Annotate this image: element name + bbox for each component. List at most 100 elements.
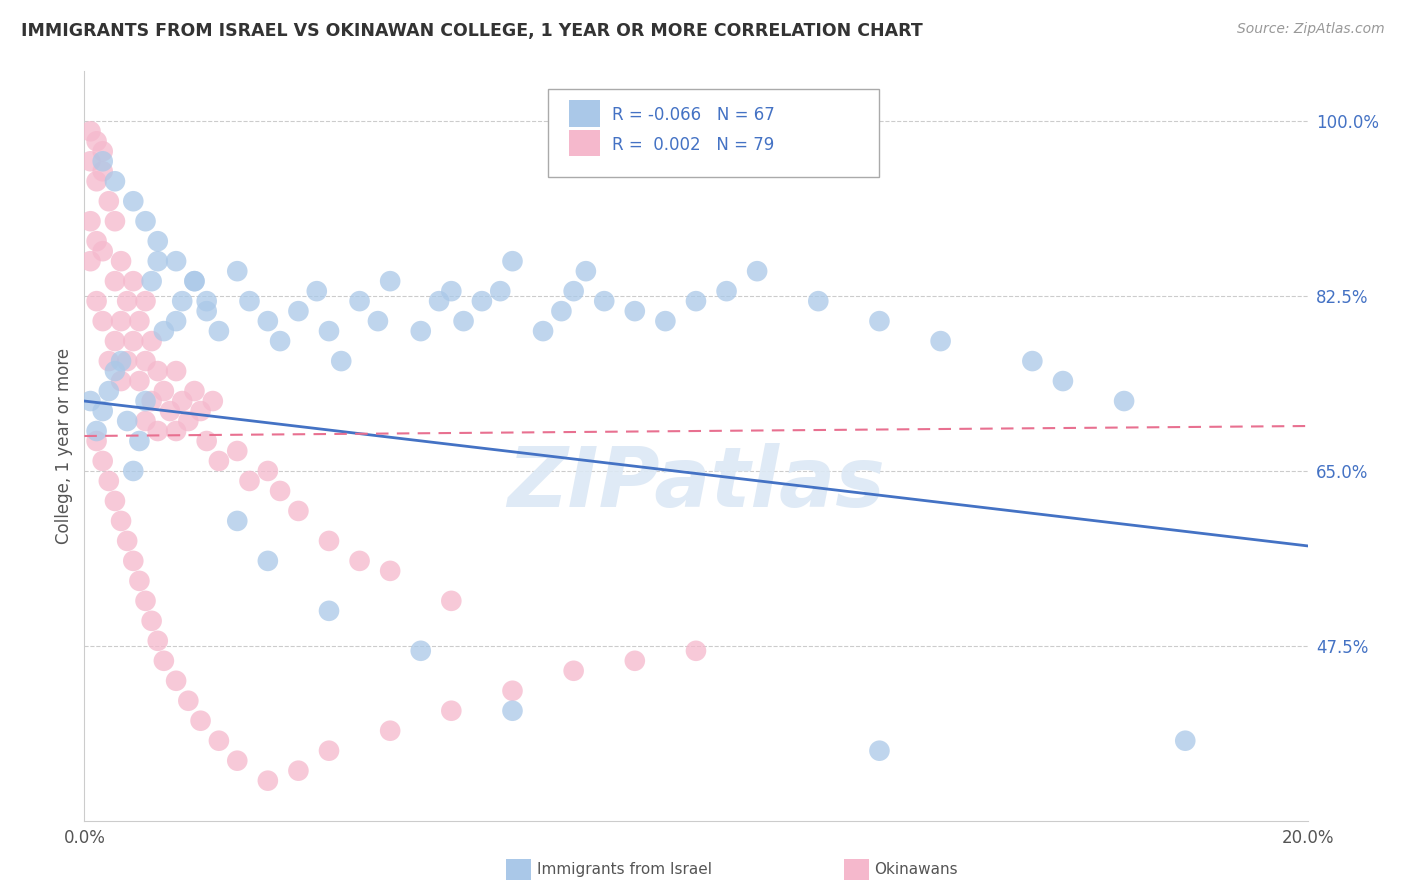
Point bbox=[226, 264, 249, 278]
Point bbox=[380, 723, 402, 738]
Point bbox=[97, 354, 120, 368]
Point bbox=[624, 654, 647, 668]
Point bbox=[86, 174, 108, 188]
Point bbox=[531, 324, 554, 338]
Point bbox=[550, 304, 572, 318]
Point bbox=[97, 194, 120, 209]
Point bbox=[226, 514, 249, 528]
Point bbox=[502, 704, 524, 718]
Point bbox=[128, 314, 150, 328]
Point bbox=[165, 424, 187, 438]
Text: R = -0.066   N = 67: R = -0.066 N = 67 bbox=[612, 106, 775, 124]
Point bbox=[141, 274, 163, 288]
Point bbox=[141, 394, 163, 409]
Point bbox=[183, 384, 205, 398]
Point bbox=[257, 464, 280, 478]
Point bbox=[201, 394, 224, 409]
Point bbox=[122, 554, 145, 568]
Point bbox=[135, 414, 157, 428]
Point bbox=[183, 274, 205, 288]
Point bbox=[110, 514, 132, 528]
Point bbox=[471, 294, 494, 309]
Point bbox=[115, 533, 138, 548]
Point bbox=[146, 234, 169, 248]
Point bbox=[453, 314, 475, 328]
Point bbox=[226, 444, 249, 458]
Point bbox=[104, 174, 127, 188]
Point bbox=[869, 744, 891, 758]
Point bbox=[1052, 374, 1074, 388]
Point bbox=[287, 304, 309, 318]
Point bbox=[195, 434, 218, 448]
Point bbox=[122, 274, 145, 288]
Point bbox=[269, 483, 291, 498]
Point bbox=[115, 414, 138, 428]
Point bbox=[135, 214, 157, 228]
Point bbox=[104, 494, 127, 508]
Point bbox=[141, 614, 163, 628]
Point bbox=[380, 564, 402, 578]
Point bbox=[146, 254, 169, 268]
Point bbox=[562, 664, 585, 678]
Point bbox=[153, 324, 176, 338]
Text: R =  0.002   N = 79: R = 0.002 N = 79 bbox=[612, 136, 773, 153]
Point bbox=[190, 714, 212, 728]
Point bbox=[208, 324, 231, 338]
Point bbox=[172, 294, 194, 309]
Point bbox=[104, 214, 127, 228]
Point bbox=[440, 594, 463, 608]
Point bbox=[135, 394, 157, 409]
Point bbox=[153, 384, 176, 398]
Text: Okinawans: Okinawans bbox=[875, 863, 957, 877]
Point bbox=[190, 404, 212, 418]
Point bbox=[135, 294, 157, 309]
Point bbox=[929, 334, 952, 348]
Point bbox=[128, 374, 150, 388]
Point bbox=[165, 364, 187, 378]
Point bbox=[562, 284, 585, 298]
Point bbox=[716, 284, 738, 298]
Point bbox=[1021, 354, 1043, 368]
Point bbox=[318, 604, 340, 618]
Point bbox=[97, 474, 120, 488]
Point bbox=[122, 194, 145, 209]
Point bbox=[146, 424, 169, 438]
Text: IMMIGRANTS FROM ISRAEL VS OKINAWAN COLLEGE, 1 YEAR OR MORE CORRELATION CHART: IMMIGRANTS FROM ISRAEL VS OKINAWAN COLLE… bbox=[21, 22, 922, 40]
Point bbox=[238, 294, 260, 309]
Point bbox=[91, 404, 114, 418]
Point bbox=[807, 294, 830, 309]
Point bbox=[747, 264, 769, 278]
Point bbox=[367, 314, 389, 328]
Point bbox=[146, 633, 169, 648]
Text: Source: ZipAtlas.com: Source: ZipAtlas.com bbox=[1237, 22, 1385, 37]
Point bbox=[122, 464, 145, 478]
Point bbox=[195, 304, 218, 318]
Point bbox=[165, 673, 187, 688]
Point bbox=[79, 254, 101, 268]
Point bbox=[110, 314, 132, 328]
Point bbox=[208, 454, 231, 468]
Point bbox=[115, 294, 138, 309]
Point bbox=[110, 374, 132, 388]
Point bbox=[349, 554, 371, 568]
Point bbox=[257, 773, 280, 788]
Text: Immigrants from Israel: Immigrants from Israel bbox=[537, 863, 711, 877]
Point bbox=[86, 434, 108, 448]
Point bbox=[257, 314, 280, 328]
Point bbox=[91, 145, 114, 159]
Point bbox=[177, 694, 200, 708]
Point bbox=[440, 704, 463, 718]
Point bbox=[153, 654, 176, 668]
Point bbox=[110, 354, 132, 368]
Point bbox=[502, 254, 524, 268]
Point bbox=[86, 294, 108, 309]
Point bbox=[624, 304, 647, 318]
Point bbox=[91, 314, 114, 328]
Point bbox=[409, 644, 432, 658]
Point bbox=[685, 644, 707, 658]
Point bbox=[257, 554, 280, 568]
Point bbox=[86, 134, 108, 148]
Point bbox=[128, 574, 150, 588]
Point bbox=[86, 424, 108, 438]
Point bbox=[489, 284, 512, 298]
